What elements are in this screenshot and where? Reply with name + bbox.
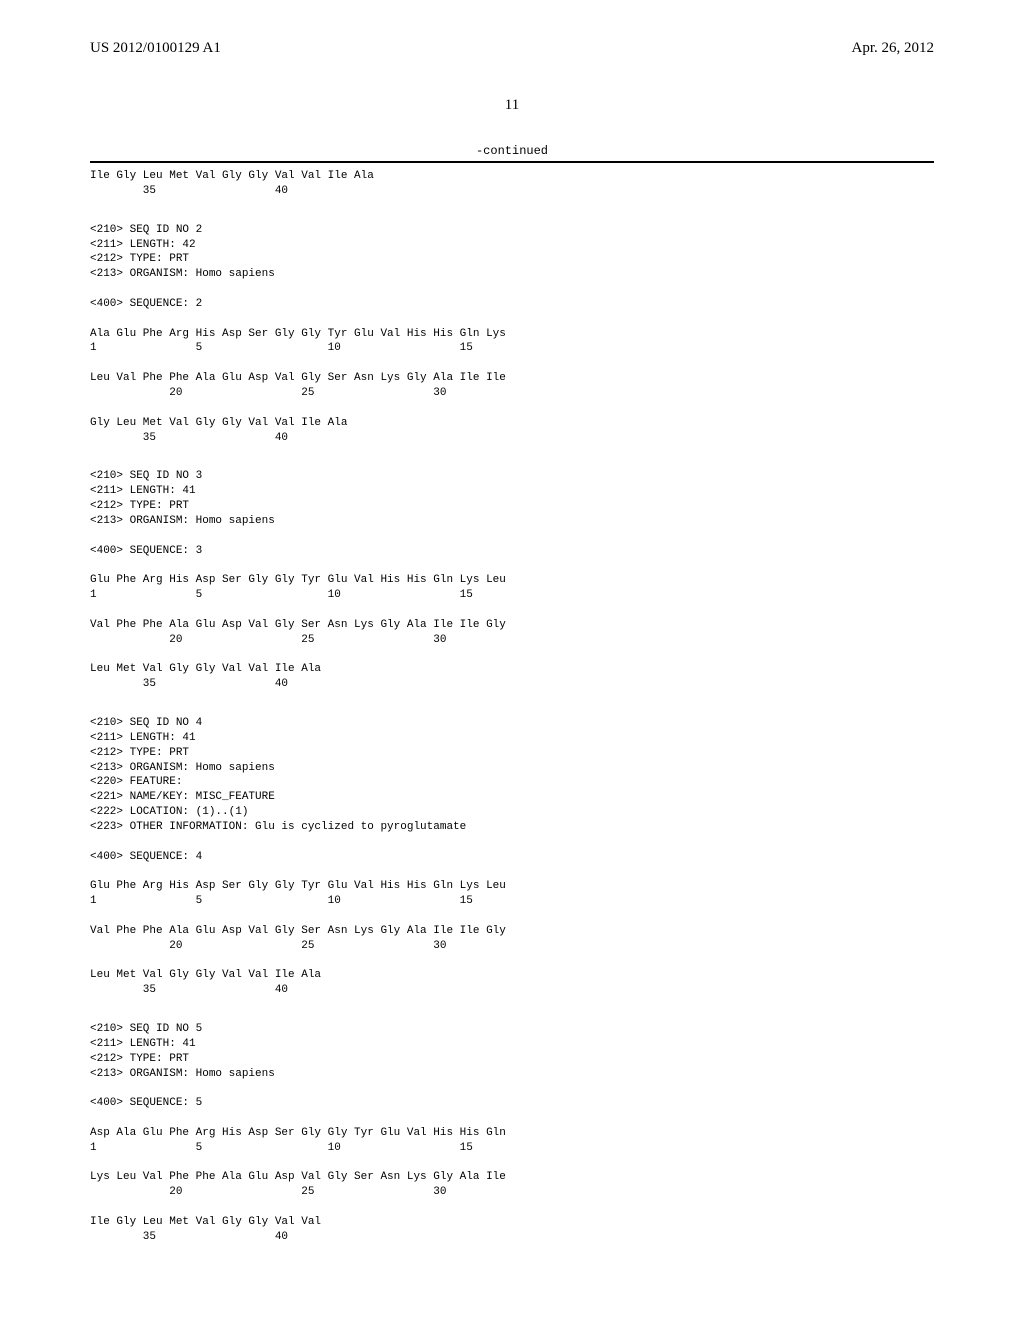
sequence-block: <210> SEQ ID NO 3 <211> LENGTH: 41 <212>… — [90, 469, 934, 692]
sequence-block: <210> SEQ ID NO 5 <211> LENGTH: 41 <212>… — [90, 1022, 934, 1245]
page-header: US 2012/0100129 A1 Apr. 26, 2012 — [90, 40, 934, 57]
sequence-listing: Ile Gly Leu Met Val Gly Gly Val Val Ile … — [90, 169, 934, 1245]
header-pub-number: US 2012/0100129 A1 — [90, 40, 221, 57]
continued-label: -continued — [90, 144, 934, 158]
sequence-block: <210> SEQ ID NO 2 <211> LENGTH: 42 <212>… — [90, 223, 934, 446]
page-number: 11 — [90, 97, 934, 114]
divider-top — [90, 161, 934, 163]
page-container: US 2012/0100129 A1 Apr. 26, 2012 11 -con… — [0, 0, 1024, 1320]
sequence-block: <210> SEQ ID NO 4 <211> LENGTH: 41 <212>… — [90, 716, 934, 998]
header-date: Apr. 26, 2012 — [852, 40, 935, 57]
sequence-block: Ile Gly Leu Met Val Gly Gly Val Val Ile … — [90, 169, 934, 199]
